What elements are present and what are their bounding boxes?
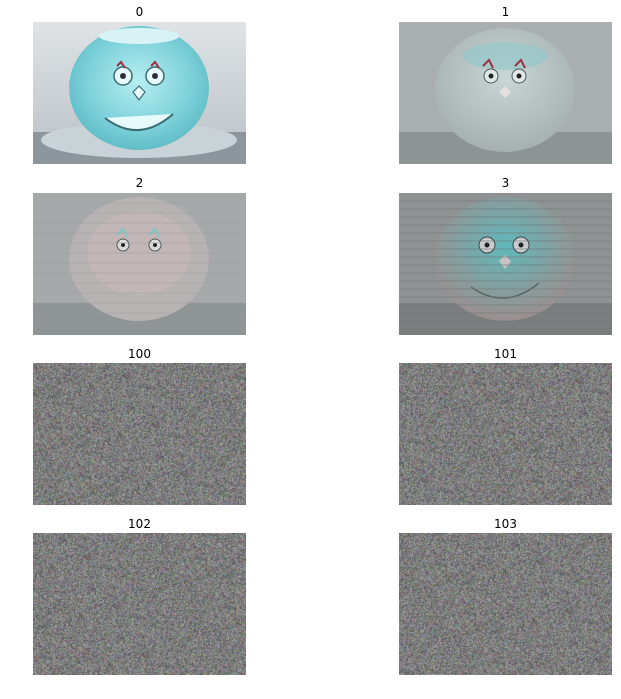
panel-image-102 (33, 533, 246, 675)
panel-image-1 (399, 22, 612, 164)
panel-image-101 (399, 363, 612, 505)
panel-image-3 (399, 193, 612, 335)
panel-title-3: 3 (501, 176, 510, 190)
panel-image-100 (33, 363, 246, 505)
panel-image-0 (33, 22, 246, 164)
panel-title-100: 100 (128, 347, 151, 361)
panel-title-103: 103 (494, 517, 517, 531)
panel-image-103 (399, 533, 612, 675)
panel-title-1: 1 (501, 5, 510, 19)
panel-title-102: 102 (128, 517, 151, 531)
panel-image-2 (33, 193, 246, 335)
panel-title-0: 0 (135, 5, 144, 19)
panel-title-2: 2 (135, 176, 144, 190)
panel-title-101: 101 (494, 347, 517, 361)
